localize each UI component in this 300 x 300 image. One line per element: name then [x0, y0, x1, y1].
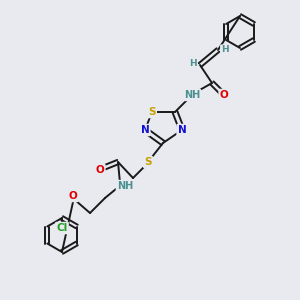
- Text: NH: NH: [117, 181, 133, 191]
- Text: N: N: [141, 125, 149, 135]
- Text: O: O: [69, 191, 77, 201]
- Text: S: S: [148, 107, 156, 117]
- Text: O: O: [96, 165, 104, 175]
- Text: N: N: [178, 125, 186, 135]
- Text: S: S: [144, 157, 152, 167]
- Text: O: O: [220, 90, 228, 100]
- Text: NH: NH: [184, 90, 200, 100]
- Text: H: H: [189, 59, 197, 68]
- Text: Cl: Cl: [56, 223, 68, 233]
- Text: H: H: [221, 46, 229, 55]
